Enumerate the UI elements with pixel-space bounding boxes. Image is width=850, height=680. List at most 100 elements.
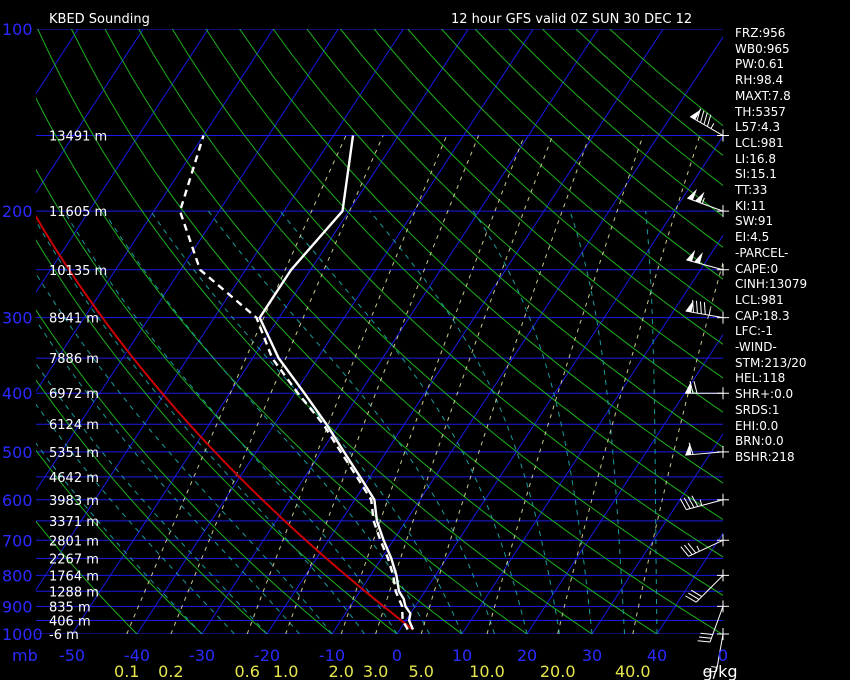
index-row: -PARCEL- — [735, 245, 789, 260]
wind-barb-flag — [697, 640, 711, 643]
temperature-tick-label: -50 — [59, 646, 85, 665]
moist-adiabat — [103, 210, 430, 634]
wind-barb-pennant — [690, 109, 702, 120]
wind-barb-flag — [699, 636, 712, 639]
wind-barb — [697, 600, 729, 643]
wind-barb-shaft — [715, 633, 724, 672]
wind-barb-staff — [685, 575, 724, 603]
wind-barb-shaft — [709, 606, 724, 643]
height-label: 4642 m — [49, 471, 99, 486]
parcel-path — [36, 214, 414, 631]
wind-barb-pennant — [685, 381, 691, 394]
pressure-tick-label: 900 — [2, 597, 33, 616]
temperature-tick-label: 20 — [517, 646, 537, 665]
wind-barb-flag — [704, 670, 717, 673]
mixing-ratio-tick-label: 20.0 — [540, 662, 576, 680]
wind-barb-pennant — [694, 191, 705, 203]
index-row: TT:33 — [735, 183, 768, 198]
wind-barb-half-flag — [699, 499, 703, 506]
wind-barb-shaft — [688, 539, 724, 557]
dry-adiabat — [36, 97, 528, 634]
index-row: FRZ:956 — [735, 26, 786, 40]
isotherm-line — [396, 135, 723, 634]
mixing-ratio-line — [246, 135, 448, 634]
pressure-tick-label: 500 — [2, 443, 33, 462]
mixing-ratio-line — [126, 135, 347, 634]
moist-adiabat — [569, 210, 625, 634]
isotherm-line — [71, 29, 469, 634]
temperature-tick-label: -40 — [124, 646, 150, 665]
wind-barb-shaft — [695, 575, 724, 603]
isotherm-line — [36, 29, 274, 393]
index-row: L57:4.3 — [735, 120, 781, 135]
index-row: LI:16.8 — [735, 151, 776, 166]
height-label: 2801 m — [49, 534, 99, 549]
moist-adiabat — [36, 403, 235, 634]
height-label: 3371 m — [49, 515, 99, 530]
wind-barb-shaft — [686, 259, 724, 271]
wind-barb-flag — [679, 498, 687, 510]
temperature-tick-label: 0 — [392, 646, 402, 665]
index-row: PW:0.61 — [735, 57, 785, 72]
index-row: CINH:13079 — [735, 277, 808, 292]
dry-adiabat — [340, 29, 723, 379]
wind-barb-staff — [680, 539, 724, 557]
wind-barb-flag — [703, 112, 708, 125]
wind-barb-flag — [700, 632, 713, 636]
wind-barb-shaft — [685, 310, 724, 319]
height-label: 10135 m — [49, 264, 107, 279]
dewpoint-profile — [178, 135, 409, 631]
wind-barb-staff — [686, 249, 724, 271]
index-row: RH:98.4 — [735, 73, 784, 88]
mixing-ratio-line — [557, 135, 701, 634]
index-row: WB0:965 — [735, 41, 790, 56]
moist-adiabat — [63, 210, 398, 634]
pressure-tick-label: 200 — [2, 202, 33, 221]
height-label: 8941 m — [49, 312, 99, 327]
pressure-unit-label: mb — [12, 646, 38, 665]
wind-barb-flag — [690, 589, 703, 598]
wind-barb — [685, 442, 729, 458]
wind-barb-staff — [697, 606, 724, 643]
dry-adiabat — [407, 29, 723, 312]
height-label: 6972 m — [49, 387, 99, 402]
index-row: LFC:-1 — [735, 324, 773, 339]
pressure-tick-label: 1000 — [2, 625, 43, 644]
dry-adiabat — [104, 29, 723, 634]
wind-barb-half-flag — [701, 197, 705, 204]
dry-adiabat — [441, 29, 723, 280]
index-row: EI:4.5 — [735, 230, 770, 245]
pressure-tick-label: 400 — [2, 384, 33, 403]
isotherm-line — [36, 29, 339, 492]
pressure-tick-label: 300 — [2, 309, 33, 328]
wind-barb-flag — [684, 544, 693, 555]
mixing-ratio-tick-label: 1.0 — [273, 662, 298, 680]
mixing-ratio-tick-label: 0.1 — [114, 662, 139, 680]
wind-barb-shaft — [686, 499, 724, 511]
wind-barb-flag — [699, 301, 702, 314]
wind-barb-staff — [687, 188, 724, 212]
index-row: KI:11 — [735, 198, 766, 213]
dry-adiabat — [36, 168, 463, 634]
wind-barb-flag — [703, 302, 706, 315]
isotherm-line — [461, 234, 723, 634]
mixing-ratio-tick-label: 10.0 — [469, 662, 505, 680]
index-row: SW:91 — [735, 214, 774, 229]
height-label: -6 m — [49, 628, 79, 643]
wind-barb-shaft — [687, 197, 724, 212]
wind-barb — [689, 108, 729, 142]
index-row: CAP:18.3 — [735, 308, 790, 323]
mixing-ratio-line — [340, 135, 525, 634]
wind-barb-staff — [685, 442, 724, 456]
temperature-profile — [258, 135, 415, 630]
temperature-tick-label: -10 — [319, 646, 345, 665]
isotherm-line — [136, 29, 534, 634]
mixing-ratio-tick-label: 0.6 — [234, 662, 259, 680]
dry-adiabat — [36, 449, 203, 634]
moist-adiabat — [36, 442, 203, 634]
height-label: 406 m — [49, 615, 91, 630]
mixing-ratio-line — [285, 135, 480, 634]
moist-adiabat — [645, 211, 658, 634]
wind-barb-staff — [685, 300, 724, 319]
